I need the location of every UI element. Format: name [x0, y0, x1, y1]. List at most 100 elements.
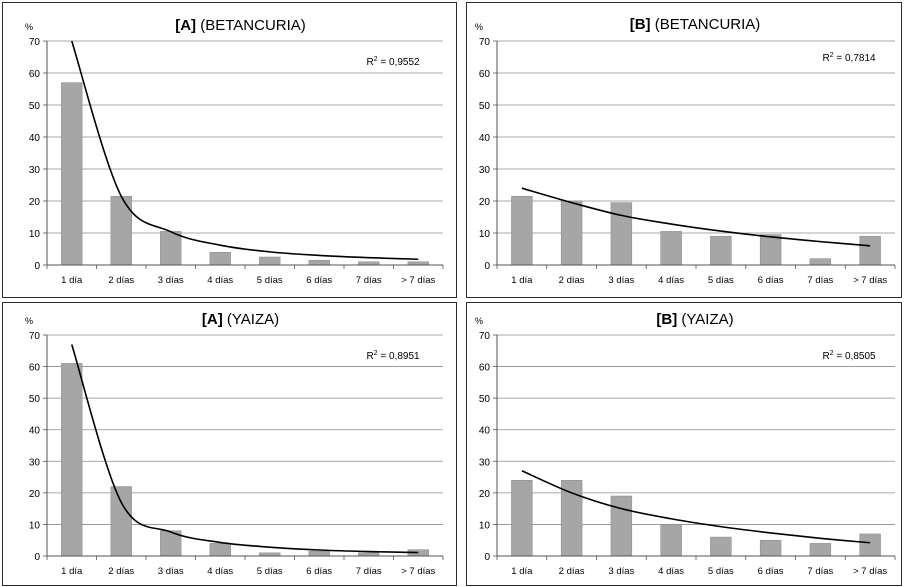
x-tick-label: 1 día	[61, 566, 83, 577]
r-squared-symbol: R	[366, 57, 373, 68]
x-tick-label: > 7 días	[853, 566, 887, 577]
r-squared-label: R2 = 0,9552	[366, 56, 420, 68]
x-tick-label: 3 días	[158, 275, 184, 286]
y-tick-label: 20	[479, 489, 491, 500]
y-tick-label: 10	[29, 229, 41, 240]
r-squared-exponent: 2	[830, 52, 834, 59]
chart-svg: [B] (YAIZA)% 0 10 20 30 40 50 60 70 1 día 2 días 3 …	[475, 311, 896, 577]
x-tick-label: 3 días	[608, 275, 634, 286]
y-tick-label: 70	[479, 331, 491, 342]
bar	[610, 495, 633, 557]
x-tick-label: 2 días	[559, 566, 585, 577]
bar	[809, 543, 832, 557]
x-tick-label: 4 días	[207, 275, 233, 286]
y-tick-label: 50	[29, 101, 41, 112]
bar	[610, 202, 633, 266]
chart-title-text: (BETANCURIA)	[651, 16, 761, 33]
x-tick-label: 4 días	[207, 566, 233, 577]
y-tick-label: 0	[484, 552, 490, 563]
y-tick-label: 60	[29, 69, 41, 80]
y-tick-label: 50	[29, 394, 41, 405]
bar	[308, 551, 330, 557]
x-tick-label: 6 días	[758, 566, 784, 577]
bar	[859, 533, 881, 557]
bar	[759, 234, 782, 266]
y-tick-label: 70	[29, 37, 41, 48]
chart-title-bold: [B]	[656, 311, 677, 328]
y-tick-label: 10	[479, 520, 491, 531]
x-tick-label: 1 día	[511, 275, 533, 286]
y-tick-label: 40	[479, 426, 491, 437]
chart-title-text: (YAIZA)	[677, 311, 733, 328]
x-tick-label: 6 días	[758, 275, 784, 286]
y-tick-label: 40	[29, 133, 41, 144]
chart-title: [B] (YAIZA)	[656, 311, 733, 328]
r-squared-exponent: 2	[374, 56, 378, 63]
bar	[759, 539, 782, 557]
y-tick-label: 20	[479, 197, 491, 208]
x-tick-label: 4 días	[658, 566, 684, 577]
bar	[160, 231, 182, 266]
x-tick-label: 3 días	[158, 566, 184, 577]
r-squared-exponent: 2	[374, 350, 378, 357]
bar	[560, 200, 583, 266]
chart-title-text: (BETANCURIA)	[196, 17, 306, 34]
y-tick-label: 60	[29, 363, 41, 374]
bar	[209, 251, 231, 266]
bar	[859, 235, 881, 266]
x-tick-label: > 7 días	[401, 275, 435, 286]
bar	[511, 195, 533, 266]
y-tick-label: 30	[29, 457, 41, 468]
bar	[660, 524, 682, 557]
y-tick-label: 30	[479, 165, 491, 176]
chart-panel-b-yaiza: [B] (YAIZA)% 0 10 20 30 40 50 60 70 1 día 2 días 3 …	[466, 302, 902, 586]
x-tick-label: > 7 días	[401, 566, 435, 577]
chart-svg: [A] (BETANCURIA)% 0 10 20 30 40 50 60 70 1 día 2 d…	[25, 17, 444, 286]
y-tick-label: 70	[479, 37, 491, 48]
x-tick-label: 7 días	[356, 275, 382, 286]
y-axis-label: %	[475, 22, 483, 32]
chart-svg: [B] (BETANCURIA)% 0 10 20 30 40 50 60 70 1 día 2 d…	[475, 16, 896, 286]
x-tick-label: 2 días	[108, 275, 134, 286]
r-squared-label: R2 = 0,7814	[822, 52, 876, 64]
y-tick-label: 60	[479, 363, 491, 374]
y-axis-label: %	[475, 316, 483, 326]
r-squared-value: = 0,9552	[378, 57, 420, 68]
x-tick-label: 1 día	[61, 275, 83, 286]
bar	[259, 256, 281, 266]
x-tick-label: 2 días	[108, 566, 134, 577]
bar	[61, 82, 83, 266]
chart-title: [A] (YAIZA)	[202, 311, 279, 328]
chart-svg: [A] (YAIZA)% 0 10 20 30 40 50 60 70 1 día 2 días 3 …	[25, 311, 444, 577]
bar	[110, 486, 132, 557]
y-tick-label: 0	[484, 261, 490, 272]
r-squared-symbol: R	[366, 351, 373, 362]
x-tick-label: 7 días	[807, 566, 833, 577]
bar	[660, 231, 682, 266]
chart-title-text: (YAIZA)	[223, 311, 279, 328]
r-squared-symbol: R	[822, 53, 829, 64]
r-squared-value: = 0,7814	[834, 53, 876, 64]
y-tick-label: 20	[29, 489, 41, 500]
x-tick-label: 5 días	[708, 275, 734, 286]
bar	[710, 235, 732, 266]
y-tick-label: 50	[479, 394, 491, 405]
bar	[560, 479, 583, 557]
y-tick-label: 70	[29, 331, 41, 342]
bar	[308, 259, 330, 266]
chart-title: [B] (BETANCURIA)	[630, 16, 761, 33]
chart-panel-b-betancuria: [B] (BETANCURIA)% 0 10 20 30 40 50 60 70 1 día 2 d…	[466, 2, 902, 298]
x-tick-label: 5 días	[257, 275, 283, 286]
x-tick-label: 3 días	[608, 566, 634, 577]
x-tick-label: 7 días	[807, 275, 833, 286]
y-tick-label: 10	[479, 229, 491, 240]
bar	[511, 479, 533, 557]
y-tick-label: 0	[34, 552, 40, 563]
r-squared-value: = 0,8951	[378, 351, 420, 362]
trendline	[70, 40, 419, 261]
x-tick-label: 4 días	[658, 275, 684, 286]
y-tick-label: 10	[29, 520, 41, 531]
r-squared-label: R2 = 0,8505	[822, 350, 876, 362]
y-axis-label: %	[25, 22, 33, 32]
y-tick-label: 40	[479, 133, 491, 144]
